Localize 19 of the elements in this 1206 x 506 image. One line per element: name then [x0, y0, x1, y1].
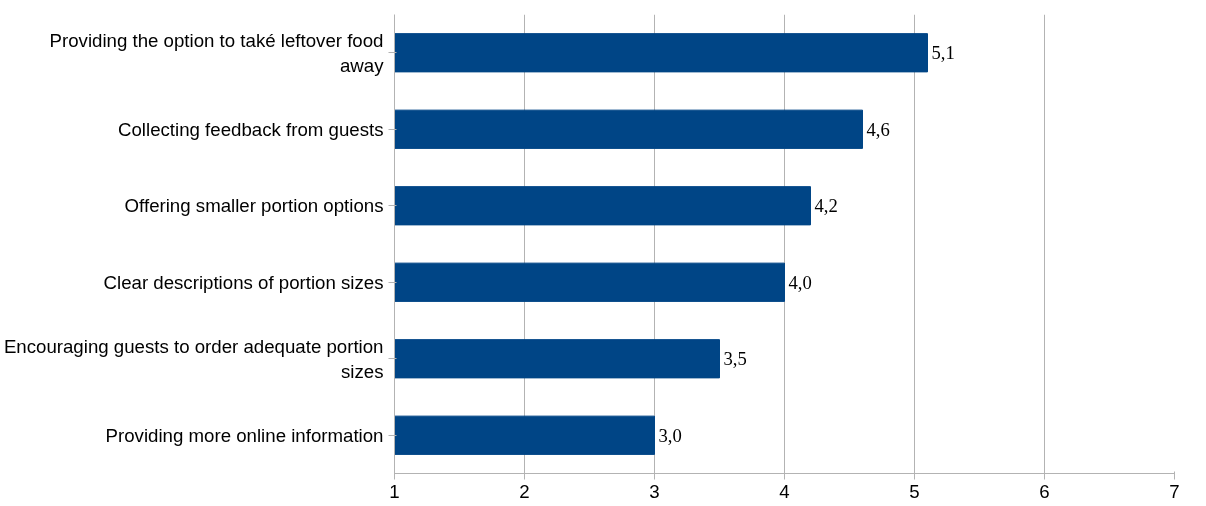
y-tick-label: Collecting feedback from guests [118, 118, 384, 140]
x-tick-label: 2 [519, 480, 530, 502]
data-label: 5,1 [931, 42, 955, 64]
y-tick-label: Providing the option to také leftover food away [49, 29, 385, 76]
x-tick-label: 5 [909, 480, 920, 502]
x-tick-label: 3 [649, 480, 660, 502]
data-label: 4,0 [788, 271, 812, 293]
x-tick-label: 7 [1169, 480, 1180, 502]
data-label: 4,6 [866, 118, 890, 140]
y-tick-label: Offering smaller portion options [124, 195, 384, 217]
data-label: 4,2 [814, 195, 838, 217]
x-tick-label: 1 [389, 480, 400, 502]
x-tick-label: 6 [1039, 480, 1050, 502]
data-label: 3,0 [658, 424, 682, 446]
y-tick-label: Providing more online information [105, 424, 384, 446]
x-tick-label: 4 [779, 480, 790, 502]
y-tick-label: Clear descriptions of portion sizes [103, 271, 384, 293]
data-label: 3,5 [723, 348, 747, 370]
y-tick-label: Encouraging guests to order adequate portion sizes [3, 335, 384, 382]
